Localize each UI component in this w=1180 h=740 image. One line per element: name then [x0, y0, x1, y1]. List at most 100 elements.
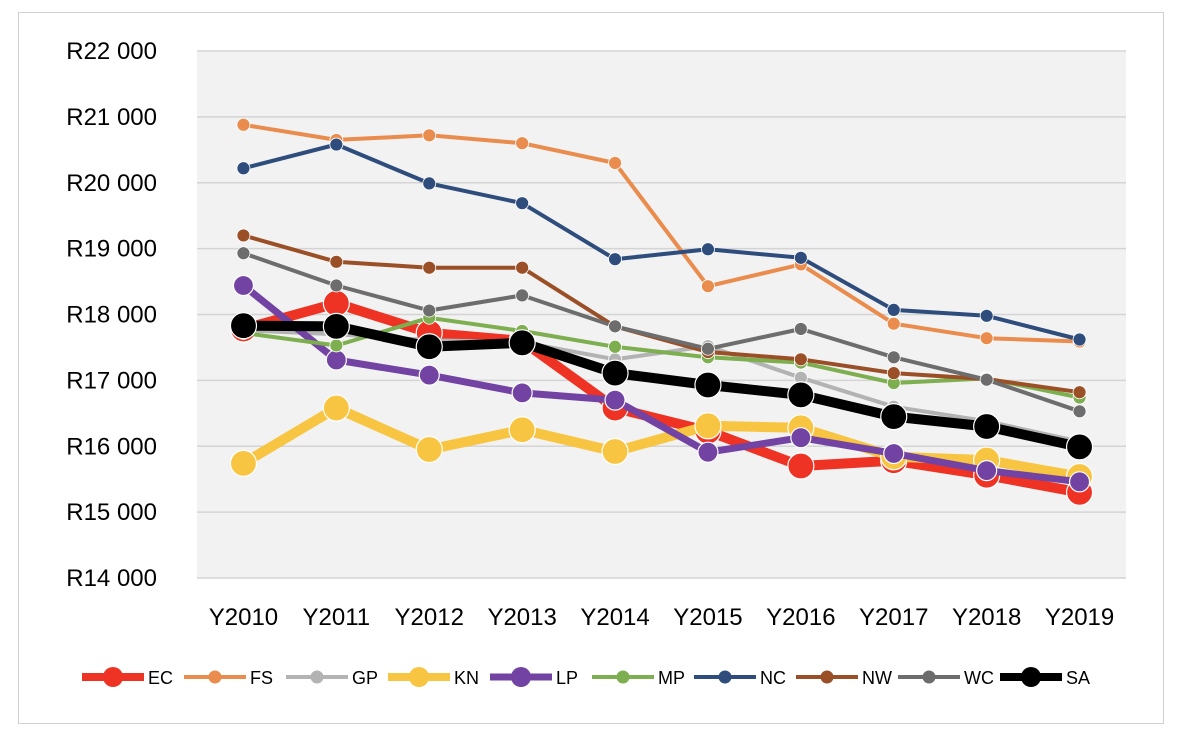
series-line: [241, 251, 1082, 414]
data-point: [701, 341, 715, 356]
legend-label: MP: [658, 668, 685, 688]
legend-item-ec: EC: [82, 667, 173, 688]
legend-item-kn: KN: [388, 667, 479, 688]
data-point: [694, 412, 722, 440]
data-point: [322, 312, 350, 340]
series-line: [239, 282, 1084, 486]
data-point: [608, 319, 622, 334]
data-point: [1072, 404, 1087, 419]
data-point: [880, 403, 908, 431]
x-tick-label: Y2019: [1045, 604, 1114, 631]
x-axis: Y2010 Y2011 Y2012 Y2013 Y2014 Y2015 Y2016 Y2017…: [209, 604, 1115, 631]
data-point: [976, 460, 998, 482]
data-point: [701, 279, 715, 294]
series-wc: [236, 246, 1087, 419]
series-line: [241, 142, 1082, 342]
data-point: [515, 196, 530, 211]
data-point: [511, 382, 533, 404]
legend-item-fs: FS: [184, 668, 273, 688]
data-point: [793, 322, 808, 336]
x-tick-label: Y2014: [580, 604, 649, 631]
legend-item-nc: NC: [694, 668, 786, 688]
data-point: [608, 252, 622, 267]
legend-label: FS: [250, 668, 273, 688]
data-point: [422, 303, 437, 318]
data-point: [793, 352, 808, 367]
legend: EC FS GP KN LP MP NC NW WC SA: [82, 667, 1090, 688]
data-point: [601, 437, 629, 466]
data-point: [979, 331, 994, 346]
legend-swatch-marker: [208, 670, 222, 684]
series-line: [241, 122, 1082, 344]
data-point: [422, 260, 437, 275]
data-point: [790, 427, 812, 449]
y-tick-label: R22 000: [66, 38, 157, 65]
legend-label: NC: [760, 668, 786, 688]
data-point: [508, 416, 536, 444]
legend-label: NW: [862, 668, 892, 688]
data-point: [979, 372, 994, 387]
data-point: [608, 339, 622, 354]
series-sa: [229, 312, 1094, 461]
data-point: [1072, 385, 1087, 400]
data-point: [601, 359, 629, 387]
data-point: [973, 412, 1001, 441]
legend-item-wc: WC: [898, 668, 994, 688]
legend-label: SA: [1066, 668, 1090, 688]
legend-swatch-marker: [103, 667, 123, 687]
x-tick-label: Y2013: [487, 604, 556, 631]
x-tick-label: Y2010: [209, 604, 278, 631]
x-tick-label: Y2012: [395, 604, 464, 631]
data-point: [422, 176, 437, 191]
data-point: [886, 350, 901, 365]
data-point: [886, 316, 901, 331]
x-tick-label: Y2016: [766, 604, 835, 631]
data-point: [322, 289, 350, 317]
data-point: [329, 278, 344, 293]
data-point: [236, 228, 251, 243]
y-tick-label: R18 000: [66, 302, 157, 329]
data-point: [886, 366, 901, 381]
data-point: [236, 161, 251, 176]
legend-swatch-marker: [409, 667, 429, 687]
data-point: [1072, 332, 1087, 347]
data-point: [229, 449, 258, 477]
legend-item-nw: NW: [796, 668, 892, 688]
data-point: [236, 246, 251, 261]
data-point: [883, 442, 905, 465]
y-axis: R14 000 R15 000 R16 000 R17 000 R18 000 R19 0…: [66, 38, 157, 592]
legend-label: WC: [964, 668, 994, 688]
data-point: [415, 333, 443, 361]
legend-label: KN: [454, 668, 479, 688]
data-point: [979, 308, 994, 323]
data-point: [415, 435, 443, 464]
data-point: [329, 254, 344, 269]
data-point: [515, 260, 530, 275]
y-tick-label: R16 000: [66, 433, 157, 460]
legend-item-mp: MP: [592, 668, 685, 688]
legend-swatch-marker: [820, 670, 834, 684]
legend-item-lp: LP: [490, 667, 578, 688]
x-tick-label: Y2015: [673, 604, 742, 631]
legend-swatch-marker: [718, 670, 732, 684]
data-point: [418, 364, 440, 386]
series-line: [238, 403, 1085, 482]
series-nc: [236, 137, 1087, 347]
data-point: [1065, 433, 1094, 461]
data-point: [329, 137, 344, 152]
y-tick-label: R21 000: [66, 104, 157, 131]
legend-label: EC: [148, 668, 173, 688]
data-point: [886, 302, 901, 317]
data-point: [608, 156, 622, 170]
data-point: [515, 288, 530, 303]
series-group: [229, 117, 1094, 506]
data-point: [229, 312, 258, 340]
x-tick-label: Y2017: [859, 604, 928, 631]
legend-swatch-marker: [1021, 667, 1041, 687]
data-point: [422, 128, 437, 143]
legend-swatch-marker: [922, 670, 936, 684]
x-tick-label: Y2018: [952, 604, 1021, 631]
data-point: [697, 441, 719, 463]
series-line: [238, 298, 1085, 498]
